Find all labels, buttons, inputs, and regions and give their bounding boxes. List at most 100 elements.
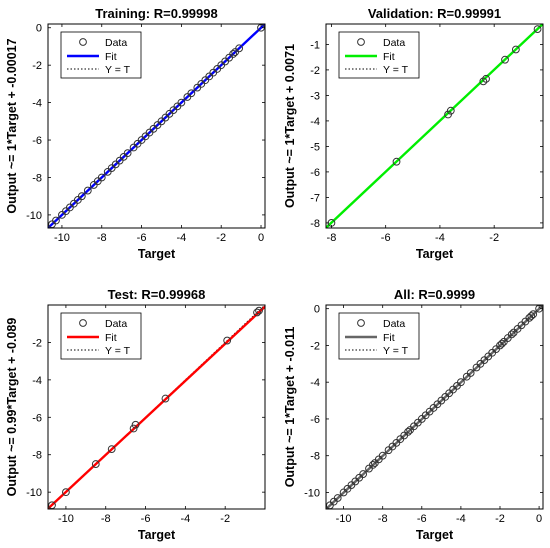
- data-point: [77, 192, 86, 201]
- y-tick-label: -7: [310, 192, 320, 204]
- y-tick-label: -4: [310, 116, 320, 128]
- data-point: [177, 98, 186, 107]
- y-tick-label: -2: [310, 65, 320, 77]
- data-point: [404, 427, 413, 436]
- x-tick-label: -8: [327, 232, 337, 244]
- y-axis-label: Output ~= 1*Target + 0.0071: [283, 44, 297, 208]
- data-point: [533, 25, 542, 34]
- x-tick-label: -4: [456, 513, 466, 525]
- legend-fit-label: Fit: [105, 51, 117, 63]
- data-point: [107, 445, 116, 454]
- data-point: [498, 339, 506, 348]
- x-tick-label: -2: [495, 513, 505, 525]
- legend-data-label: Data: [105, 37, 127, 49]
- fit-line: [48, 305, 265, 509]
- y-tick-label: 0: [36, 23, 42, 35]
- data-point: [131, 420, 140, 429]
- y-axis-label: Output ~= 0.99*Target + -0.089: [5, 318, 19, 497]
- y-axis-label: Output ~= 1*Target + -0.00017: [5, 38, 19, 213]
- y-tick-label: -2: [32, 60, 42, 72]
- y-tick-label: -5: [310, 141, 320, 153]
- chart-title: All: R=0.9999: [394, 287, 475, 302]
- y-tick-label: -8: [32, 172, 42, 184]
- data-point: [378, 451, 387, 460]
- x-tick-label: -2: [216, 232, 226, 244]
- data-point: [223, 336, 232, 345]
- x-tick-label: -6: [417, 513, 427, 525]
- x-tick-label: -8: [97, 232, 107, 244]
- y-axis-label: Output ~= 1*Target + -0.011: [283, 327, 297, 488]
- x-tick-label: -8: [378, 513, 388, 525]
- y-tick-label: -1: [310, 39, 320, 51]
- legend-data-marker: [357, 319, 365, 327]
- plot-content: [48, 305, 265, 509]
- plot-content: [48, 24, 265, 228]
- chart-title: Validation: R=0.99991: [368, 6, 501, 21]
- legend-fit-label: Fit: [383, 332, 395, 344]
- chart-title: Test: R=0.99968: [108, 287, 206, 302]
- x-tick-label: -10: [336, 513, 352, 525]
- y-tick-label: -6: [310, 414, 320, 426]
- data-point: [446, 106, 455, 115]
- x-tick-label: -4: [176, 232, 186, 244]
- x-tick-label: -10: [54, 232, 70, 244]
- legend-data-label: Data: [105, 318, 127, 330]
- y-tick-label: -6: [32, 412, 42, 424]
- legend-data-label: Data: [383, 37, 405, 49]
- chart-title: Training: R=0.99998: [95, 6, 217, 21]
- data-point: [255, 306, 263, 315]
- data-point: [507, 330, 516, 339]
- data-point: [466, 369, 475, 377]
- y-tick-label: -6: [32, 135, 42, 147]
- data-point: [97, 173, 106, 182]
- x-tick-label: -4: [435, 232, 445, 244]
- data-point: [253, 308, 261, 317]
- y-tick-label: 0: [314, 304, 320, 316]
- y-tick-label: -10: [304, 487, 320, 499]
- axes-frame: [47, 304, 266, 510]
- x-tick-label: 0: [258, 232, 264, 244]
- x-axis-label: Target: [416, 528, 454, 542]
- data-point: [501, 55, 509, 64]
- y-tick-label: -4: [310, 377, 320, 389]
- y-tick-label: -4: [32, 98, 42, 110]
- y-tick-label: -4: [32, 375, 42, 387]
- data-point: [392, 157, 401, 166]
- y-tick-label: -6: [310, 167, 320, 179]
- legend-yt-label: Y = T: [105, 64, 131, 76]
- y-tick-label: -10: [26, 487, 42, 499]
- data-point: [527, 312, 536, 320]
- axes-frame: [47, 23, 266, 229]
- data-point: [83, 186, 92, 195]
- data-point: [229, 50, 238, 58]
- legend-yt-label: Y = T: [383, 64, 409, 76]
- test-plot: -10 -8 -6 -4 -2 -2 -4 -6 -8 -10 Test: R=0.99968 Tar…: [5, 287, 266, 542]
- x-axis-label: Target: [138, 528, 176, 542]
- data-point: [161, 394, 170, 403]
- x-tick-label: -2: [489, 232, 499, 244]
- data-point: [482, 74, 490, 83]
- data-point: [359, 470, 368, 478]
- y-tick-label: -8: [310, 451, 320, 463]
- y-tick-label: -2: [32, 337, 42, 349]
- legend-data-marker: [79, 319, 87, 327]
- legend-fit-label: Fit: [383, 51, 395, 63]
- legend-data-label: Data: [383, 318, 405, 330]
- data-point: [52, 216, 60, 225]
- x-tick-label: -6: [141, 513, 151, 525]
- y-tick-label: -2: [310, 340, 320, 352]
- validation-plot: -8 -6 -4 -2 -1 -2 -3 -4 -5 -6 -7 -8 Validation: R=0.…: [283, 6, 544, 261]
- legend-data-marker: [357, 38, 365, 46]
- data-point: [62, 488, 70, 497]
- data-point: [456, 378, 465, 387]
- legend-yt-label: Y = T: [105, 345, 131, 357]
- data-point: [479, 77, 488, 86]
- legend-fit-label: Fit: [105, 332, 117, 344]
- training-plot: -10 -8 -6 -4 -2 0 0 -2 -4 -6 -8 -10 Training: R=0.99…: [5, 6, 266, 261]
- legend-yt-label: Y = T: [383, 345, 409, 357]
- data-point: [511, 45, 520, 54]
- y-tick-label: -10: [26, 210, 42, 222]
